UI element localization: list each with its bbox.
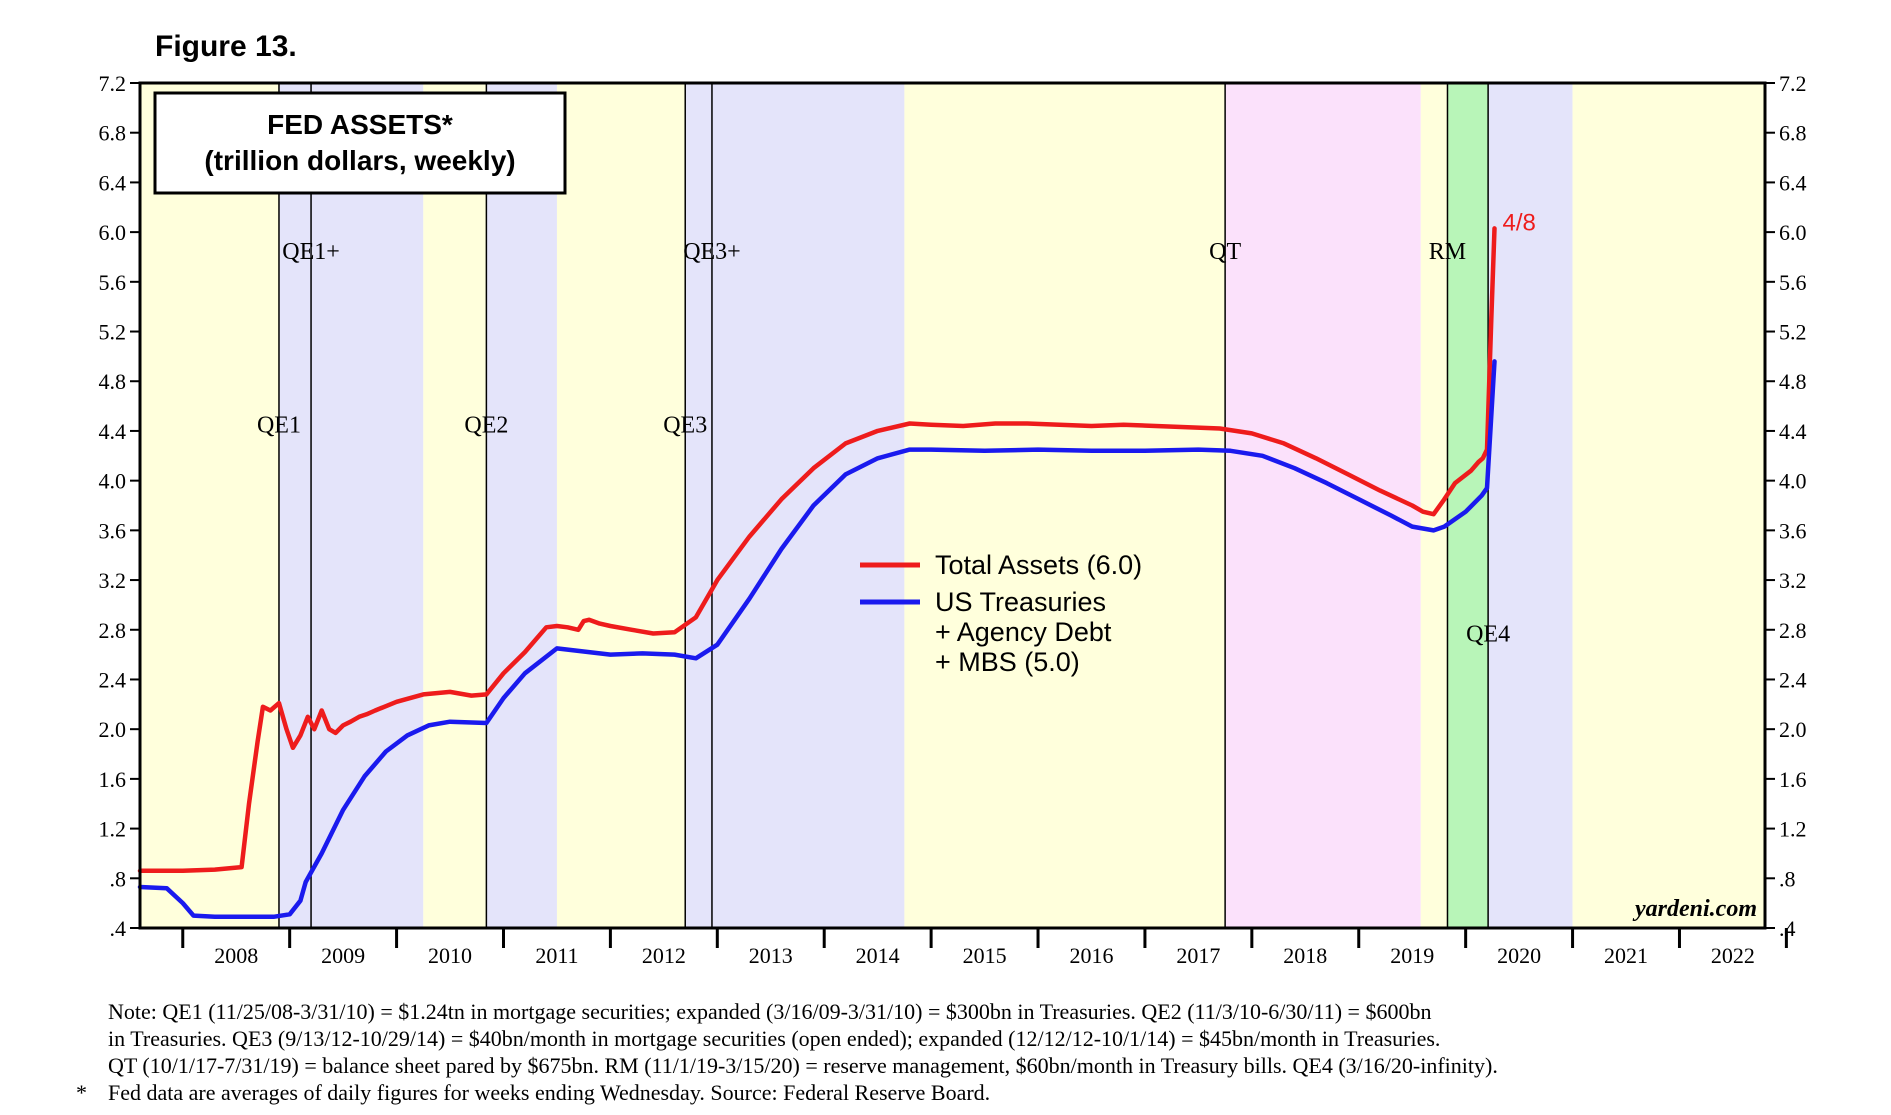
xtick-label-2016: 2016 [1069,943,1113,968]
ytick-label-right-10: 4.4 [1779,419,1807,444]
ytick-label-left-8: 3.6 [99,518,127,543]
ytick-label-right-17: 7.2 [1779,71,1807,96]
end-date-label: 4/8 [1503,209,1536,236]
ytick-label-left-12: 5.2 [99,320,127,345]
note-line-2: in Treasuries. QE3 (9/13/12-10/29/14) = … [108,1026,1441,1051]
total-assets-line [137,226,1497,874]
note-line-4: Fed data are averages of daily figures f… [108,1080,991,1105]
xtick-label-2010: 2010 [428,943,472,968]
chart-title-box: FED ASSETS* (trillion dollars, weekly) [153,91,567,195]
ytick-label-left-0: .4 [110,916,127,941]
ytick-label-right-4: 2.0 [1779,717,1807,742]
ytick-label-right-16: 6.8 [1779,121,1807,146]
ytick-label-left-16: 6.8 [99,121,127,146]
xtick-label-2012: 2012 [642,943,686,968]
ytick-label-left-15: 6.4 [99,170,127,195]
xtick-label-2018: 2018 [1283,943,1327,968]
ytick-label-right-13: 5.6 [1779,270,1807,295]
event-label-qe4: QE4 [1466,621,1510,647]
xtick-label-2021: 2021 [1604,943,1648,968]
ytick-label-left-9: 4.0 [99,469,127,494]
band-6 [904,83,1226,928]
xtick-label-2019: 2019 [1390,943,1434,968]
ytick-label-right-7: 3.2 [1779,568,1807,593]
note-line-1: Note: QE1 (11/25/08-3/31/10) = $1.24tn i… [108,999,1432,1024]
event-label-rm: RM [1429,239,1466,265]
xtick-label-2017: 2017 [1176,943,1220,968]
fed-assets-chart: 4/8 QE1 QE1+ QE2 QE3 QE3+ QT RM QE4 .4.4.8.81.2… [99,71,1807,968]
ytick-label-right-8: 3.6 [1779,518,1807,543]
ytick-label-left-14: 6.0 [99,220,127,245]
band-0 [140,83,279,928]
ytick-label-right-12: 5.2 [1779,320,1807,345]
legend: Total Assets (6.0) US Treasuries+ Agency … [860,550,1142,677]
band-3 [486,83,557,928]
xtick-label-2020: 2020 [1497,943,1541,968]
event-label-qe3-plus: QE3+ [683,239,741,265]
ytick-label-left-10: 4.4 [99,419,127,444]
ytick-label-left-13: 5.6 [99,270,127,295]
ytick-label-right-6: 2.8 [1779,618,1807,643]
footnote-star: * [76,1080,87,1105]
event-labels: QE1 QE1+ QE2 QE3 QE3+ QT RM QE4 [257,239,1510,648]
xtick-label-2013: 2013 [749,943,793,968]
band-10 [1488,83,1573,928]
legend-treas-label-1: US Treasuries [935,587,1106,617]
ytick-label-left-6: 2.8 [99,618,127,643]
series-lines: 4/8 [137,209,1536,920]
ytick-label-right-2: 1.2 [1779,817,1807,842]
chart-notes: Note: QE1 (11/25/08-3/31/10) = $1.24tn i… [76,998,1868,1106]
ytick-label-left-3: 1.6 [99,767,127,792]
band-2 [423,83,487,928]
axes: .4.4.8.81.21.21.61.62.02.02.42.42.82.83.… [99,71,1807,968]
ytick-label-right-3: 1.6 [1779,767,1807,792]
ytick-label-right-5: 2.4 [1779,667,1807,692]
xtick-label-2022: 2022 [1711,943,1755,968]
watermark: yardeni.com [1632,896,1757,922]
chart-subtitle: (trillion dollars, weekly) [204,145,515,176]
plot-frame [138,81,1767,930]
treasuries-mbs-line [137,359,1497,920]
figure-label: Figure 13. [155,30,297,63]
band-5 [685,83,905,928]
band-8 [1420,83,1448,928]
period-bands [140,83,1765,928]
xtick-label-2014: 2014 [856,943,900,968]
xtick-label-2009: 2009 [321,943,365,968]
chart-title: FED ASSETS* [267,109,453,140]
xtick-label-2015: 2015 [963,943,1007,968]
band-11 [1572,83,1765,928]
ytick-label-right-11: 4.8 [1779,369,1807,394]
event-label-qe1-plus: QE1+ [282,239,340,265]
ytick-label-left-1: .8 [110,866,127,891]
ytick-label-left-5: 2.4 [99,667,127,692]
ytick-label-left-7: 3.2 [99,568,127,593]
event-label-qe3: QE3 [663,413,707,439]
event-label-qe2: QE2 [464,413,508,439]
note-line-3: QT (10/1/17-7/31/19) = balance sheet par… [108,1053,1498,1078]
ytick-label-left-17: 7.2 [99,71,127,96]
ytick-label-left-11: 4.8 [99,369,127,394]
band-1 [278,83,424,928]
legend-total-label: Total Assets (6.0) [935,550,1142,580]
event-label-qt: QT [1209,239,1241,265]
title-box-frame [153,91,567,195]
ytick-label-left-4: 2.0 [99,717,127,742]
ytick-label-right-9: 4.0 [1779,469,1807,494]
ytick-label-right-1: .8 [1779,866,1796,891]
ytick-label-right-14: 6.0 [1779,220,1807,245]
band-9 [1447,83,1489,928]
ytick-label-left-2: 1.2 [99,817,127,842]
band-7 [1225,83,1421,928]
band-4 [556,83,686,928]
event-lines [278,83,1489,928]
ytick-label-right-15: 6.4 [1779,170,1807,195]
note-line-4-row: * Fed data are averages of daily figures … [76,1079,1868,1106]
xtick-label-2008: 2008 [214,943,258,968]
legend-treas-label-2: + Agency Debt [935,617,1112,647]
event-label-qe1: QE1 [257,413,301,439]
xtick-label-2011: 2011 [535,943,578,968]
legend-treas-label-3: + MBS (5.0) [935,647,1080,677]
